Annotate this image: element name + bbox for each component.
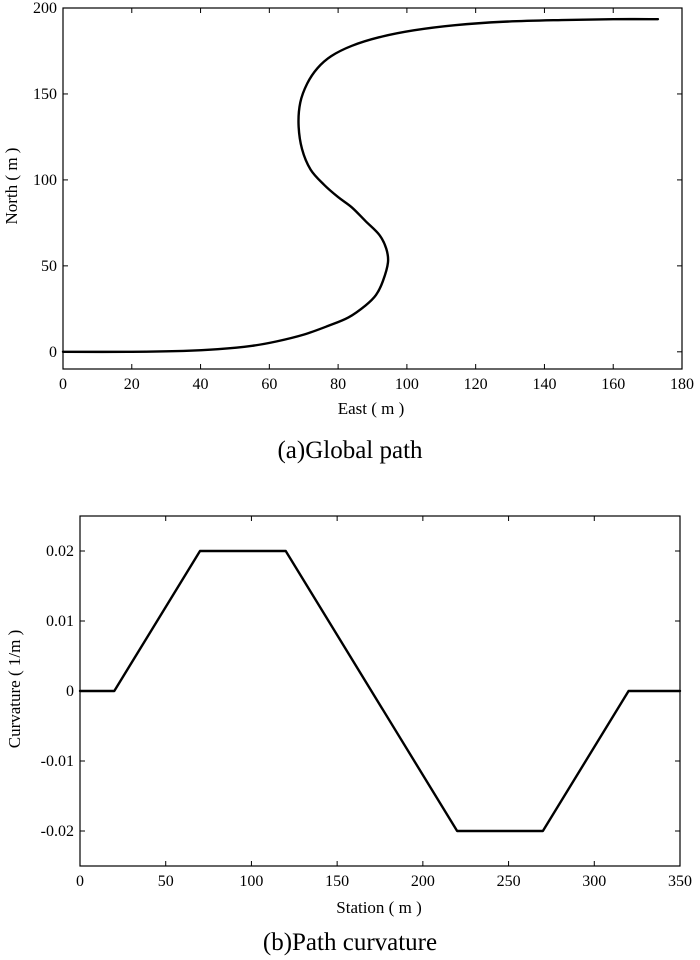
chart-a-y-axis-title: North ( m ) — [2, 148, 21, 225]
chart-a-x-tick-label: 140 — [532, 376, 556, 393]
chart-a-y-tick-label: 100 — [33, 172, 57, 189]
chart-a-x-tick-label: 180 — [670, 376, 694, 393]
chart-b-x-tick-label: 50 — [158, 873, 174, 890]
chart-b-y-tick-label: 0 — [66, 683, 74, 700]
chart-b-x-axis-title: Station ( m ) — [336, 898, 421, 917]
chart-a-y-tick-label: 200 — [33, 0, 57, 17]
chart-a-series-line — [61, 17, 660, 354]
chart-b-plot-frame — [79, 515, 681, 867]
chart-b-x-tick-label: 300 — [582, 873, 606, 890]
chart-b-y-tick-label: 0.02 — [46, 543, 74, 560]
chart-a-caption: (a)Global path — [277, 437, 423, 464]
chart-a-y-tick-label: 150 — [33, 86, 57, 103]
chart-a-y-tick-label: 50 — [41, 258, 57, 275]
chart-b-series-line — [78, 549, 682, 833]
chart-a-x-tick-label: 100 — [395, 376, 419, 393]
chart-b-y-tick-label: -0.02 — [41, 823, 74, 840]
chart-a-x-tick-label: 60 — [261, 376, 277, 393]
chart-a-y-tick-label: 0 — [49, 344, 57, 361]
chart-b-x-tick-label: 0 — [76, 873, 84, 890]
chart-a-x-tick-label: 20 — [124, 376, 140, 393]
chart-b-caption: (b)Path curvature — [263, 929, 437, 956]
chart-a-x-tick-label: 160 — [601, 376, 625, 393]
chart-a-x-axis-title: East ( m ) — [338, 399, 405, 418]
chart-b-y-tick-label: -0.01 — [41, 753, 74, 770]
chart-a-x-tick-label: 0 — [59, 376, 67, 393]
chart-global-path: (a)Global path East ( m ) North ( m ) 0 2… — [2, 0, 694, 464]
chart-path-curvature: (b)Path curvature Station ( m ) Curvatur… — [5, 515, 692, 956]
chart-a-plot-frame — [62, 7, 683, 370]
chart-b-x-tick-label: 100 — [239, 873, 263, 890]
chart-b-y-tick-label: 0.01 — [46, 613, 74, 630]
chart-a-x-tick-label: 40 — [193, 376, 209, 393]
chart-b-x-tick-label: 150 — [325, 873, 349, 890]
chart-b-x-tick-label: 200 — [411, 873, 435, 890]
chart-b-x-tick-label: 250 — [497, 873, 521, 890]
chart-b-x-tick-label: 350 — [668, 873, 692, 890]
chart-a-x-tick-label: 80 — [330, 376, 346, 393]
chart-b-y-axis-title: Curvature ( 1/m ) — [5, 630, 24, 749]
chart-a-x-tick-label: 120 — [464, 376, 488, 393]
